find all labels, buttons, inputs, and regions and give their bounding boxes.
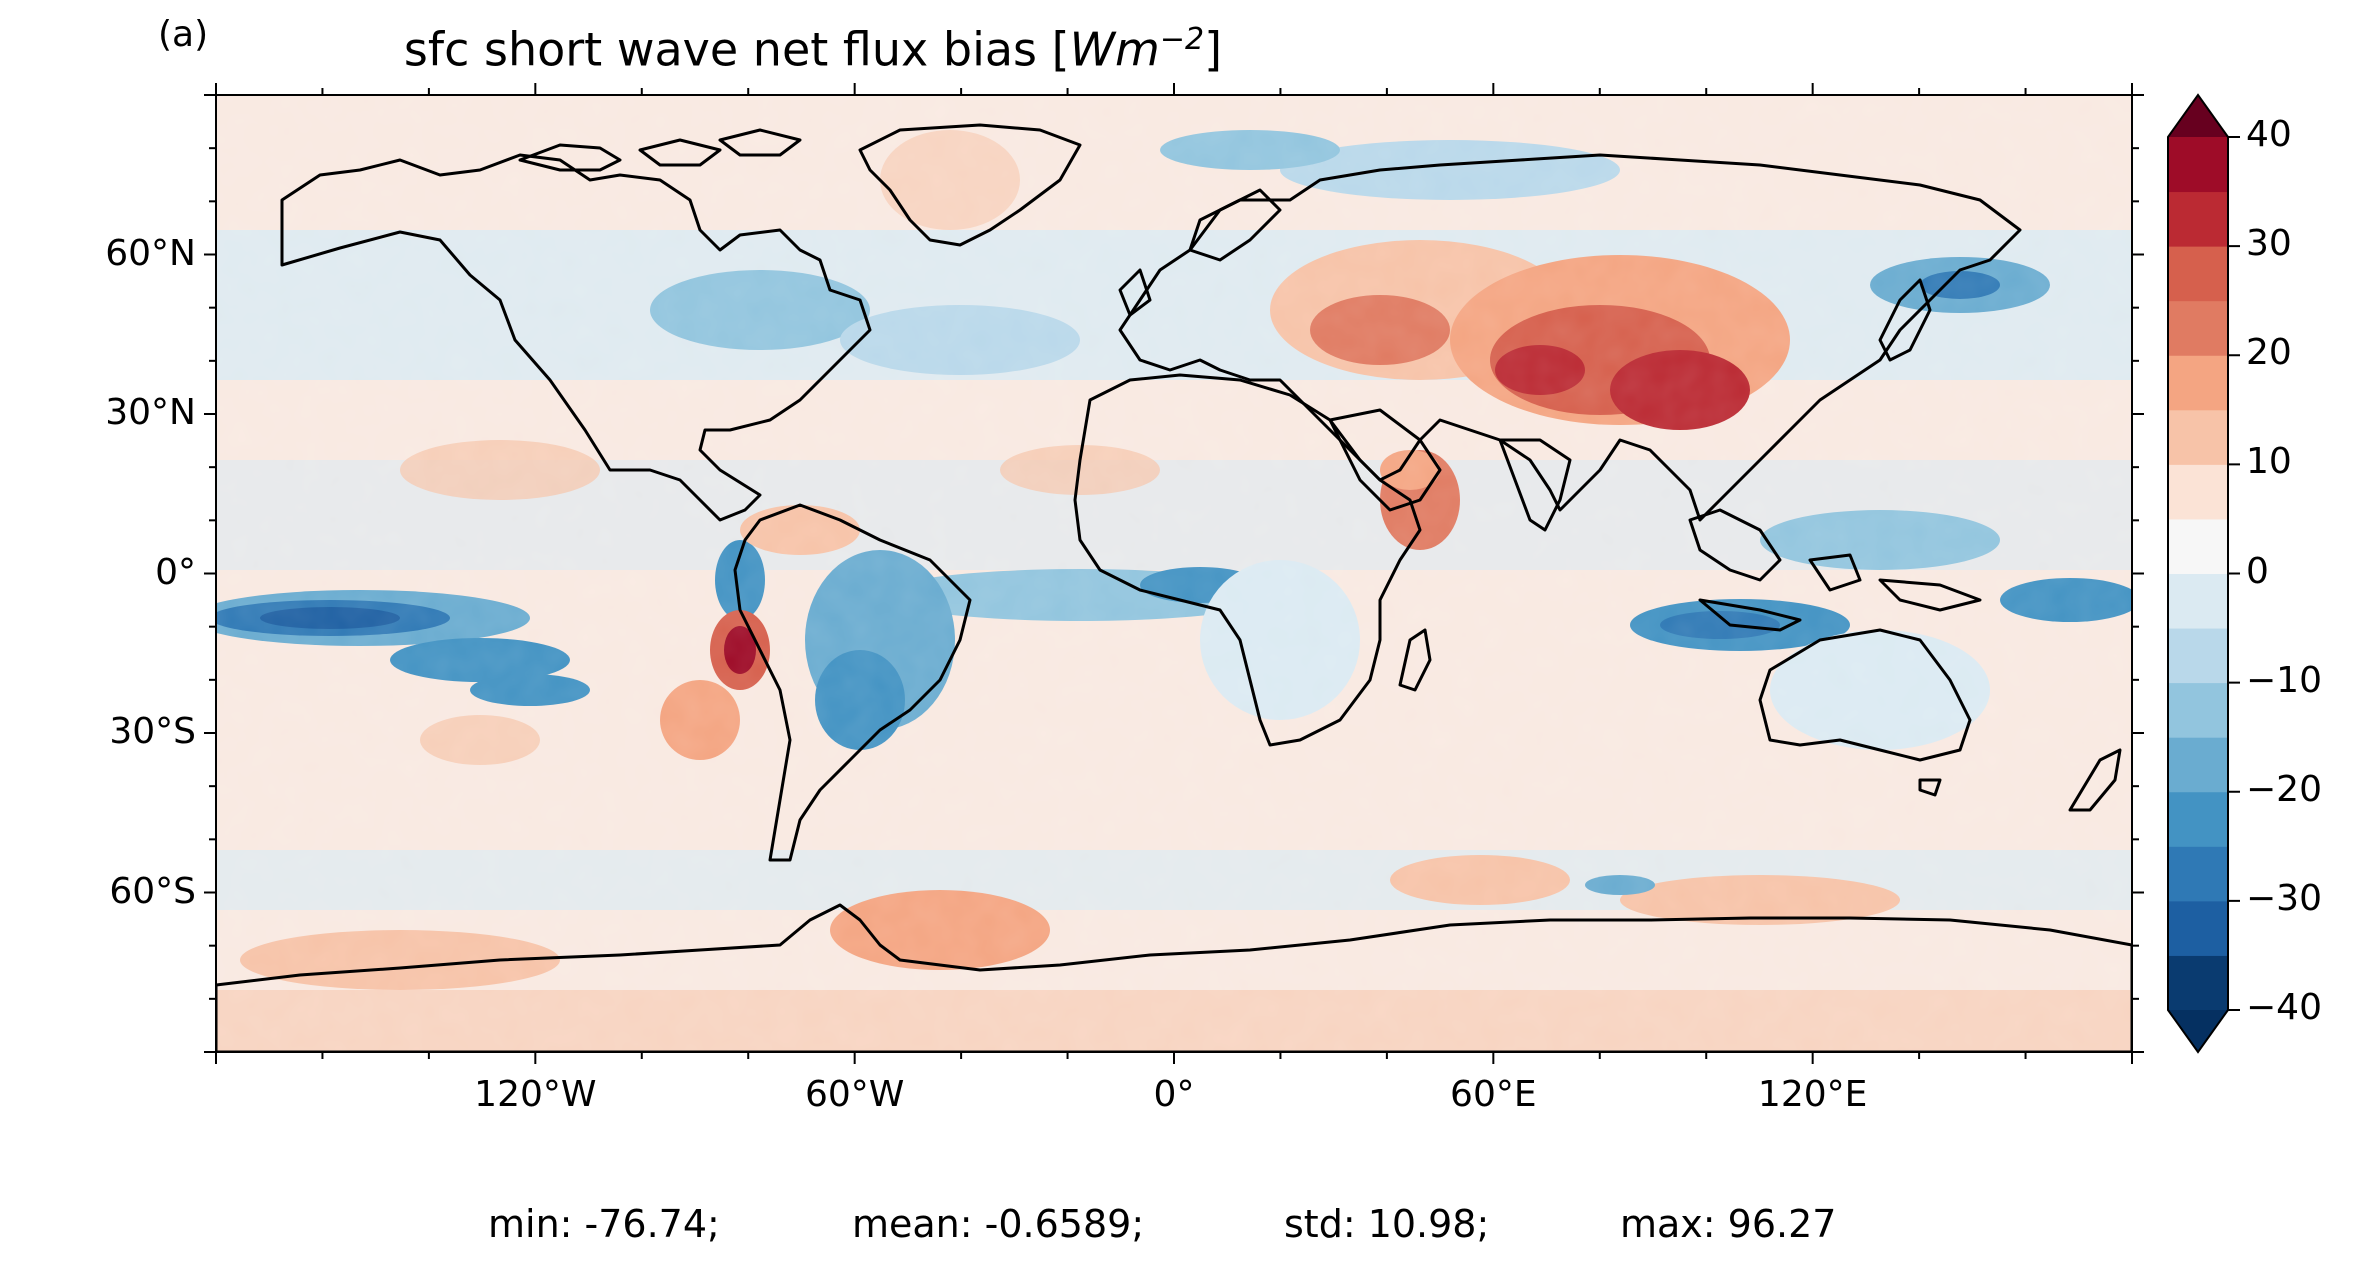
stats-summary: min: -76.74; mean: -0.6589; std: 10.98; … — [0, 1202, 1836, 1252]
stat-max: max: 96.27 — [1620, 1202, 1837, 1246]
y-tick-label: 60°N — [105, 232, 196, 274]
colorbar-segment — [2168, 464, 2228, 520]
x-tick-label: 0° — [1153, 1074, 1195, 1115]
colorbar-extend-min — [2168, 1010, 2228, 1052]
colorbar-tick-label: −10 — [2246, 659, 2322, 701]
colorbar-segment — [2168, 409, 2228, 465]
colorbar-segment — [2168, 137, 2228, 193]
x-tick-label: 120°W — [474, 1074, 597, 1115]
stat-mean: mean: -0.6589; — [852, 1202, 1145, 1246]
colorbar-tick-label: −20 — [2246, 768, 2322, 810]
stat-std: std: 10.98; — [1284, 1202, 1490, 1246]
colorbar-tick-label: 20 — [2246, 332, 2292, 374]
y-tick-label: 30°S — [109, 711, 196, 752]
colorbar-segment — [2168, 518, 2228, 574]
x-tick-label: 120°E — [1757, 1074, 1868, 1115]
colorbar-segment — [2168, 955, 2228, 1011]
chart-title: sfc short wave net flux bias [Wm−2] — [403, 22, 1223, 77]
colorbar-extend-max — [2168, 95, 2228, 137]
colorbar-tick-label: 30 — [2246, 223, 2292, 265]
bias-field — [216, 95, 2132, 1052]
colorbar-segment — [2168, 791, 2228, 847]
colorbar — [2167, 93, 2240, 1054]
colorbar-tick-label: −40 — [2246, 987, 2322, 1028]
coastlines — [216, 123, 2132, 1052]
stat-min: min: -76.74; — [488, 1202, 720, 1246]
colorbar-segment — [2168, 900, 2228, 956]
colorbar-tick-label: 10 — [2246, 441, 2292, 483]
colorbar-segment — [2168, 628, 2228, 684]
colorbar-segment — [2168, 246, 2228, 302]
y-tick-label: 30°N — [105, 392, 196, 433]
colorbar-segment — [2168, 573, 2228, 629]
map-axes — [204, 83, 2144, 1064]
colorbar-segment — [2168, 355, 2228, 411]
x-tick-label: 60°W — [804, 1074, 905, 1115]
colorbar-tick-label: 40 — [2246, 114, 2292, 155]
y-tick-label: 60°S — [109, 870, 196, 912]
colorbar-segment — [2168, 846, 2228, 902]
colorbar-tick-label: 0 — [2246, 550, 2269, 592]
panel-label: (a) — [158, 14, 209, 55]
colorbar-tick-label: −30 — [2246, 877, 2322, 919]
colorbar-segment — [2168, 191, 2228, 247]
x-tick-label: 60°E — [1450, 1074, 1537, 1115]
y-tick-label: 0° — [155, 551, 196, 593]
colorbar-segment — [2168, 300, 2228, 356]
colorbar-segment — [2168, 737, 2228, 793]
colorbar-segment — [2168, 682, 2228, 738]
